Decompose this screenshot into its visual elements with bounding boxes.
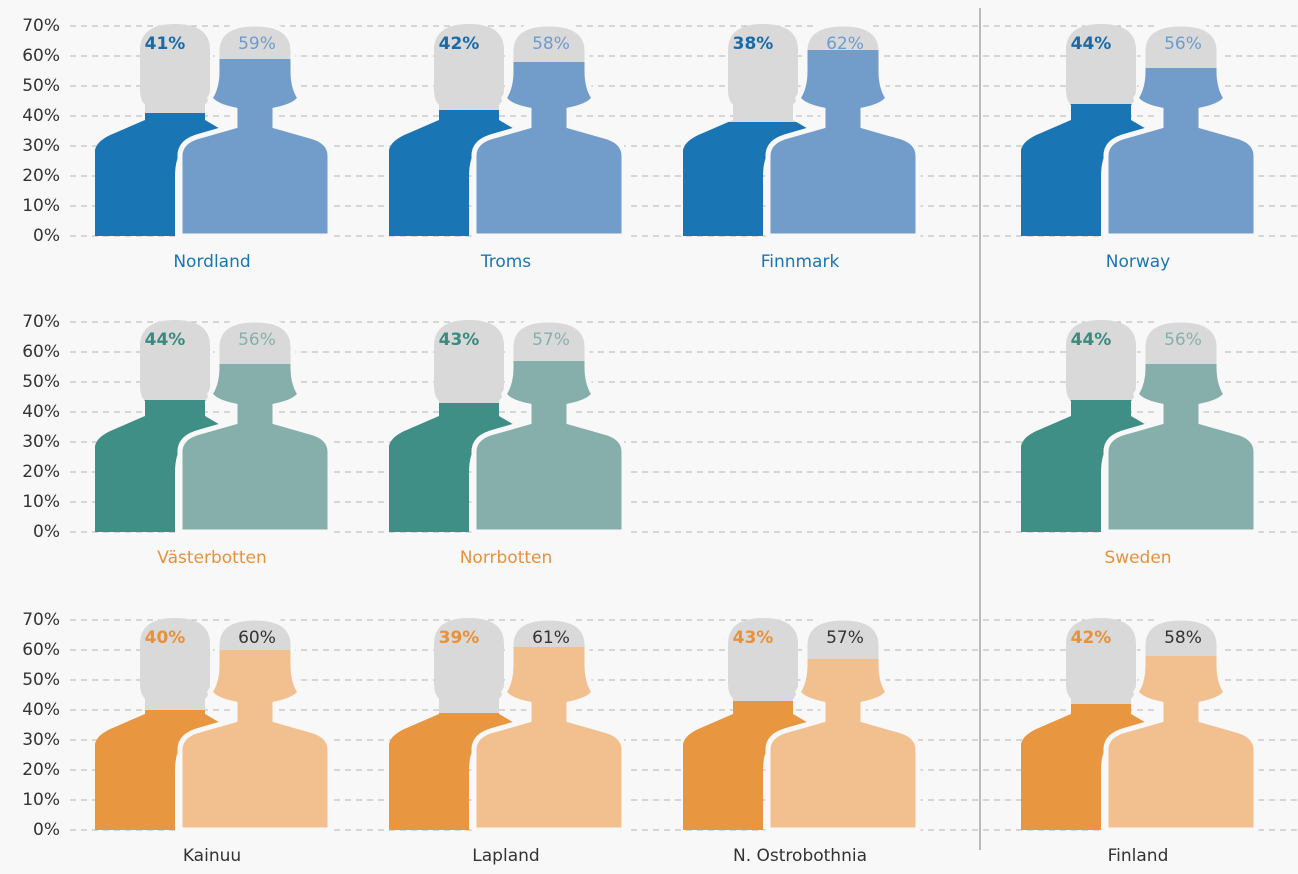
value-label: 44% [1071, 34, 1112, 54]
y-tick-label: 50% [22, 76, 60, 96]
y-tick-label: 20% [22, 166, 60, 186]
value-label: 40% [145, 628, 186, 648]
category-label: Lapland [472, 846, 539, 866]
y-tick-label: 50% [22, 670, 60, 690]
value-label: 43% [733, 628, 774, 648]
y-tick-label: 20% [22, 760, 60, 780]
category-label: Finnmark [761, 252, 840, 272]
y-tick-label: 10% [22, 492, 60, 512]
y-tick-label: 20% [22, 462, 60, 482]
value-label: 61% [532, 628, 570, 648]
value-label: 56% [1164, 330, 1202, 350]
value-label: 42% [439, 34, 480, 54]
category-label: Norrbotten [460, 548, 553, 568]
category-label: Kainuu [183, 846, 241, 866]
category-label: Nordland [173, 252, 250, 272]
value-label: 43% [439, 330, 480, 350]
y-tick-label: 60% [22, 342, 60, 362]
y-tick-label: 10% [22, 790, 60, 810]
value-label: 56% [238, 330, 276, 350]
value-label: 44% [145, 330, 186, 350]
value-label: 59% [238, 34, 276, 54]
page: {"chart_data": [ {"type": "pictograph", … [0, 0, 1298, 874]
chart: 0% 10% 20% 30% 40% 50% 60% 70% 41% 59% Nordland 42%… [0, 0, 1298, 874]
y-tick-label: 40% [22, 402, 60, 422]
y-tick-label: 30% [22, 136, 60, 156]
y-tick-label: 60% [22, 640, 60, 660]
category-label: Västerbotten [157, 548, 266, 568]
y-tick-label: 70% [22, 312, 60, 332]
value-label: 58% [532, 34, 570, 54]
y-tick-label: 30% [22, 730, 60, 750]
value-label: 44% [1071, 330, 1112, 350]
value-label: 39% [439, 628, 480, 648]
y-tick-label: 0% [33, 820, 60, 840]
y-tick-label: 70% [22, 610, 60, 630]
y-tick-label: 0% [33, 226, 60, 246]
value-label: 62% [826, 34, 864, 54]
value-label: 42% [1071, 628, 1112, 648]
value-label: 56% [1164, 34, 1202, 54]
y-tick-label: 50% [22, 372, 60, 392]
y-tick-label: 70% [22, 16, 60, 36]
y-tick-label: 40% [22, 700, 60, 720]
value-label: 57% [532, 330, 570, 350]
value-label: 41% [145, 34, 186, 54]
category-label: N. Ostrobothnia [733, 846, 867, 866]
value-label: 58% [1164, 628, 1202, 648]
y-tick-label: 10% [22, 196, 60, 216]
y-tick-label: 40% [22, 106, 60, 126]
value-label: 38% [733, 34, 774, 54]
y-tick-label: 60% [22, 46, 60, 66]
value-label: 57% [826, 628, 864, 648]
y-tick-label: 30% [22, 432, 60, 452]
category-label: Norway [1106, 252, 1171, 272]
value-label: 60% [238, 628, 276, 648]
category-label: Finland [1108, 846, 1169, 866]
category-label: Sweden [1104, 548, 1171, 568]
category-label: Troms [480, 252, 531, 272]
y-tick-label: 0% [33, 522, 60, 542]
